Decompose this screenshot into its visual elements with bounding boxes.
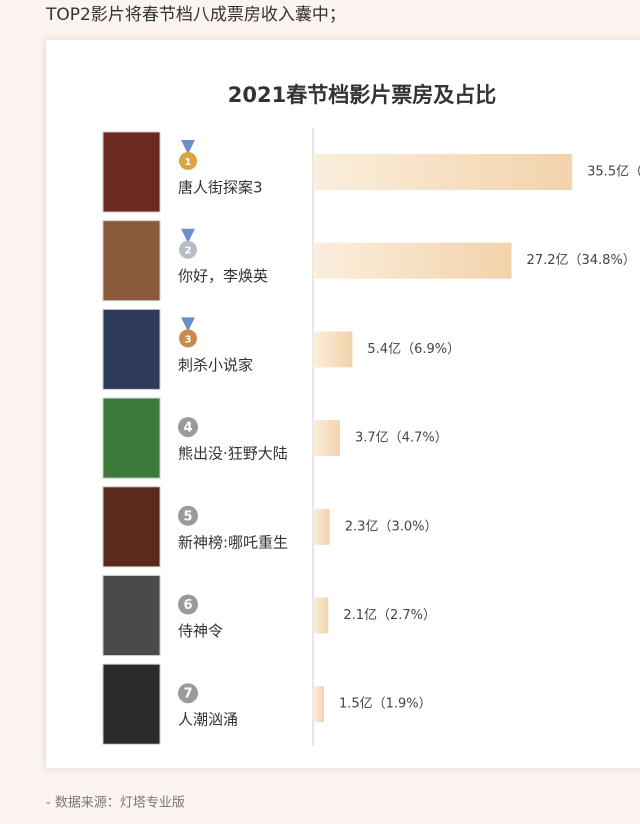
rank: 5: [183, 509, 192, 524]
value-label: 1.5亿（1.9%）: [339, 697, 432, 712]
category-label: 刺杀小说家: [178, 356, 253, 374]
bar: [313, 154, 573, 190]
bar: [313, 331, 353, 368]
rank: 6: [183, 598, 192, 613]
value-label: 2.1亿（2.7%）: [343, 608, 436, 623]
value-label: 5.4亿（6.9%）: [367, 342, 460, 357]
value-label: 35.5亿（45.4%）: [587, 165, 640, 180]
poster: [102, 486, 161, 568]
medal-ribbon: [181, 317, 195, 332]
category-label: 唐人街探案3: [178, 179, 263, 197]
bar: [313, 686, 324, 723]
bar: [313, 597, 329, 634]
value-label: 3.7亿（4.7%）: [355, 431, 448, 446]
source: - 数据来源：灯塔专业版: [46, 796, 185, 811]
poster: [102, 220, 161, 302]
rank: 7: [183, 687, 192, 702]
bar: [313, 508, 330, 545]
category-label: 你好，李焕英: [178, 267, 268, 285]
bar: [313, 242, 512, 279]
rank: 3: [185, 334, 192, 345]
rank-badge: [179, 240, 197, 259]
category-label: 新神榜:哪吒重生: [178, 533, 288, 551]
rank-badge: [178, 417, 198, 438]
medal-ribbon: [181, 140, 195, 154]
poster: [102, 131, 161, 213]
rank-badge: [178, 505, 198, 526]
rank: 2: [185, 246, 192, 257]
header: TOP2影片将春节档八成票房收入囊中；: [45, 5, 346, 25]
poster: [102, 308, 161, 390]
value-label: 2.3亿（3.0%）: [345, 519, 438, 534]
poster: [102, 575, 161, 656]
medal-ribbon: [181, 228, 195, 243]
rank-badge: [179, 152, 197, 170]
poster: [102, 397, 161, 479]
category-label: 熊出没·狂野大陆: [178, 445, 288, 463]
rank-badge: [178, 594, 198, 615]
rank-badge: [178, 683, 198, 704]
chart-title: 2021春节档影片票房及占比: [228, 83, 496, 107]
rank: 4: [183, 421, 192, 436]
category-label: 人潮汹涌: [178, 711, 238, 729]
rank: 1: [185, 157, 192, 168]
category-label: 侍神令: [178, 622, 223, 640]
bar: [313, 420, 341, 457]
rank-badge: [179, 329, 197, 348]
poster: [102, 663, 161, 745]
value-label: 27.2亿（34.8%）: [527, 253, 636, 268]
